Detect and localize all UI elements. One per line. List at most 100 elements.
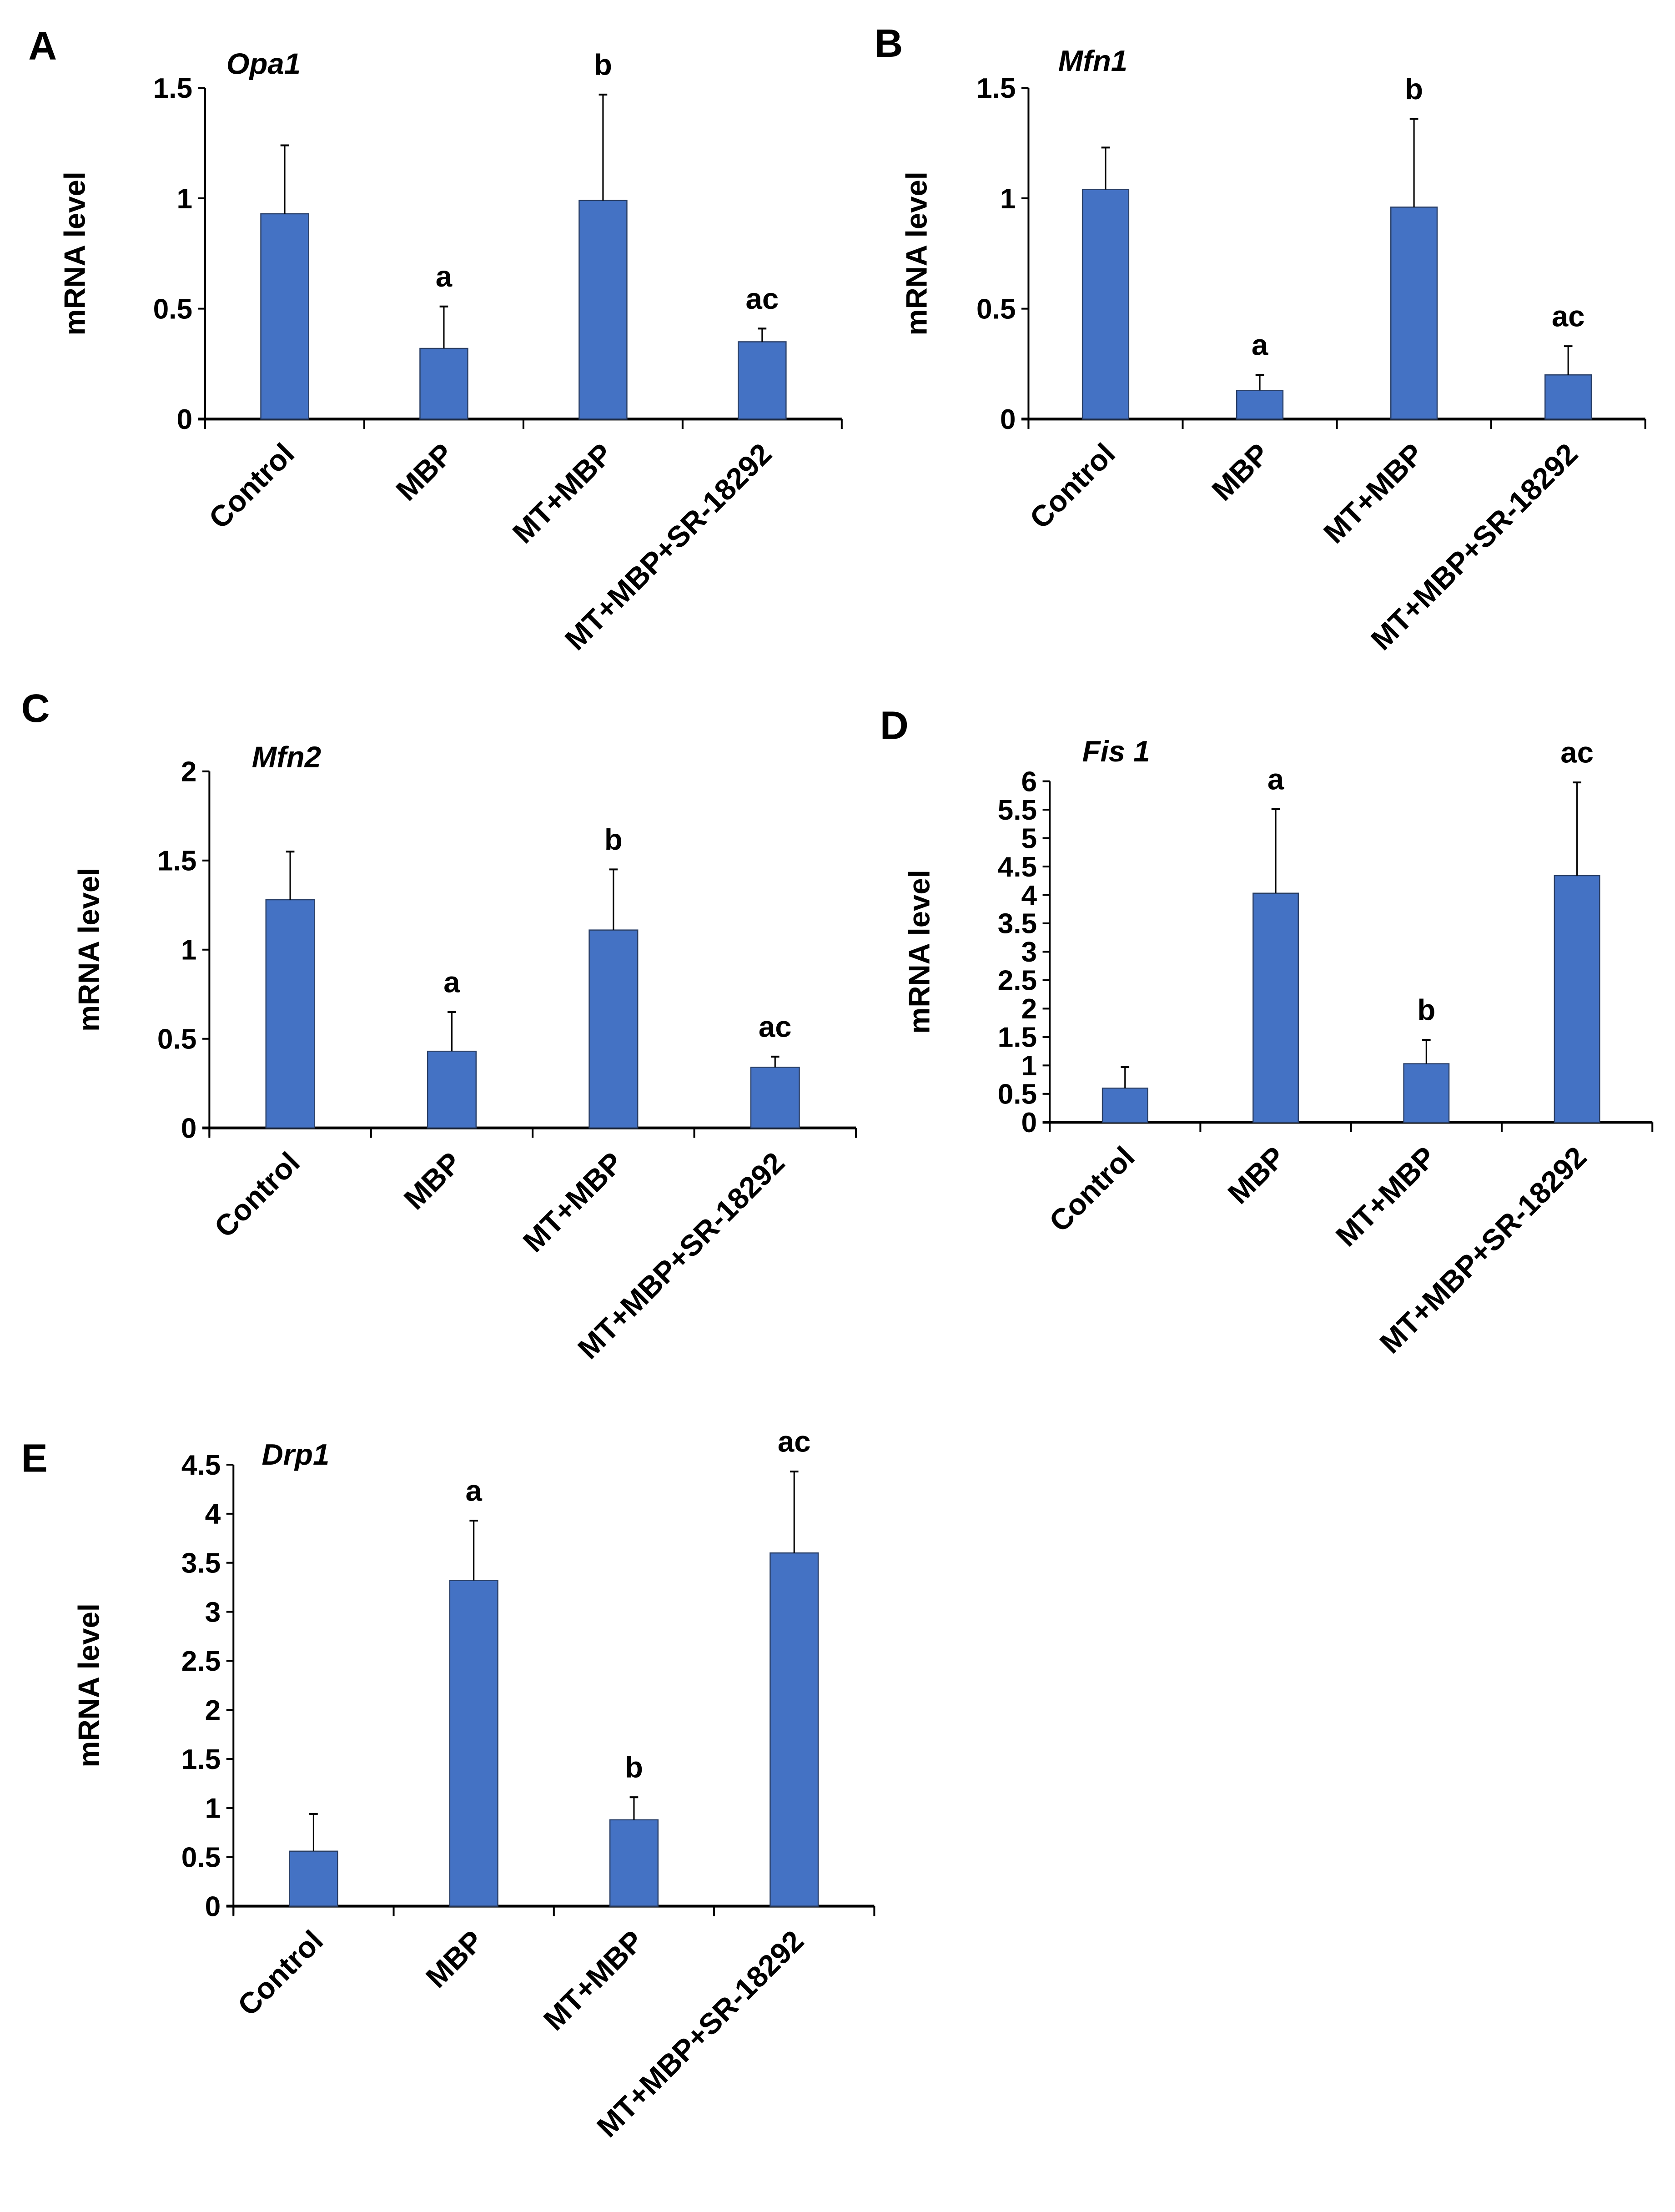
significance-label: ac xyxy=(778,1425,811,1458)
y-tick-label: 1 xyxy=(1000,183,1016,215)
y-tick-label: 0.5 xyxy=(998,1079,1037,1110)
y-tick-label: 0.5 xyxy=(153,293,192,325)
significance-label: ac xyxy=(759,1010,792,1043)
y-tick-label: 0 xyxy=(176,404,192,435)
bar-control xyxy=(1102,1088,1148,1123)
bar-control xyxy=(260,213,309,420)
bar-mt-mbp xyxy=(1390,207,1438,420)
y-tick-label: 1.5 xyxy=(153,73,192,104)
x-tick-label: MBP xyxy=(397,1146,468,1216)
y-tick-label: 0 xyxy=(181,1113,197,1144)
bar-mt-mbp-sr-18292 xyxy=(1544,374,1592,420)
bar-mt-mbp xyxy=(609,1819,659,1907)
x-tick-label: Control xyxy=(1023,437,1122,535)
bar-mt-mbp xyxy=(578,200,628,420)
significance-label: b xyxy=(604,823,623,856)
chart-title: Opa1 xyxy=(226,47,301,80)
y-tick-label: 0 xyxy=(205,1891,221,1922)
y-tick-label: 1 xyxy=(181,935,197,966)
panel-label: B xyxy=(874,21,903,66)
y-axis-label: mRNA level xyxy=(903,870,936,1034)
significance-label: ac xyxy=(746,282,779,315)
y-tick-label: 2.5 xyxy=(181,1646,221,1677)
panel-B: B Mfn1 mRNA level 0 0.5 1 1.5 Control a MBP b MT+MB… xyxy=(874,21,1646,656)
y-tick-label: 4.5 xyxy=(181,1450,221,1481)
y-tick-label: 3 xyxy=(205,1597,221,1628)
y-tick-label: 0.5 xyxy=(157,1024,196,1055)
y-tick-label: 5.5 xyxy=(998,795,1037,826)
bar-mbp xyxy=(1236,389,1284,420)
panel-E: E Drp1 mRNA level 0 0.5 1 1.5 2 2.5 3 3.5 4 4.5 Contr… xyxy=(21,1425,875,2144)
x-tick-label: MBP xyxy=(419,1924,489,1994)
significance-label: b xyxy=(1417,993,1435,1027)
y-tick-label: 1.5 xyxy=(976,73,1016,104)
significance-label: a xyxy=(436,260,453,293)
y-tick-label: 2 xyxy=(205,1695,221,1726)
y-tick-label: 0 xyxy=(1000,404,1016,435)
y-tick-label: 0.5 xyxy=(181,1842,221,1874)
x-tick-label: MBP xyxy=(1222,1140,1292,1210)
bar-mt-mbp xyxy=(589,929,639,1129)
y-tick-label: 1 xyxy=(176,183,192,215)
x-tick-label: MT+MBP xyxy=(1317,437,1430,549)
y-tick-label: 1.5 xyxy=(998,1022,1037,1053)
panel-label: E xyxy=(21,1436,48,1481)
bar-control xyxy=(265,899,315,1129)
bar-mbp xyxy=(1252,892,1299,1123)
x-tick-label: Control xyxy=(202,437,301,535)
panel-label: D xyxy=(880,703,909,747)
y-axis-label: mRNA level xyxy=(72,1603,106,1768)
x-tick-label: Control xyxy=(208,1146,306,1244)
y-tick-label: 4 xyxy=(1021,880,1037,911)
y-tick-label: 2 xyxy=(181,756,197,788)
y-axis-label: mRNA level xyxy=(58,171,91,336)
bar-control xyxy=(1081,189,1130,420)
significance-label: a xyxy=(1252,328,1268,362)
bar-mt-mbp-sr-18292 xyxy=(1554,875,1600,1123)
significance-label: b xyxy=(594,48,612,81)
significance-label: a xyxy=(1268,762,1284,796)
x-tick-label: MBP xyxy=(1206,437,1276,507)
y-tick-label: 1.5 xyxy=(157,846,196,877)
bar-mt-mbp-sr-18292 xyxy=(770,1552,819,1907)
y-tick-label: 4.5 xyxy=(998,852,1037,883)
y-tick-label: 6 xyxy=(1021,766,1037,797)
bar-mt-mbp-sr-18292 xyxy=(750,1067,800,1129)
y-tick-label: 2.5 xyxy=(998,965,1037,997)
panel-label: A xyxy=(28,24,57,68)
bar-mbp xyxy=(419,348,468,420)
chart-title: Mfn2 xyxy=(252,741,321,774)
y-tick-label: 1 xyxy=(1021,1050,1037,1082)
significance-label: b xyxy=(1405,72,1423,106)
significance-label: a xyxy=(466,1474,483,1507)
y-tick-label: 0.5 xyxy=(976,293,1016,325)
significance-label: b xyxy=(625,1751,643,1784)
x-tick-label: MT+MBP xyxy=(537,1924,650,2037)
x-tick-label: MBP xyxy=(389,437,459,507)
panel-C: C Mfn2 mRNA level 0 0.5 1 1.5 2 Control a MBP b MT+M… xyxy=(21,686,857,1365)
y-tick-label: 3.5 xyxy=(998,908,1037,940)
x-tick-label: MT+MBP xyxy=(1329,1140,1442,1253)
y-axis-label: mRNA level xyxy=(72,867,106,1032)
y-tick-label: 1.5 xyxy=(181,1744,221,1775)
y-tick-label: 1 xyxy=(205,1793,221,1824)
bar-control xyxy=(289,1850,338,1907)
bar-mt-mbp xyxy=(1403,1063,1450,1123)
chart-title: Drp1 xyxy=(262,1438,329,1471)
significance-label: ac xyxy=(1560,736,1594,769)
chart-title: Mfn1 xyxy=(1058,44,1127,77)
bar-mt-mbp-sr-18292 xyxy=(738,341,787,420)
x-tick-label: MT+MBP xyxy=(517,1146,629,1259)
y-axis-label: mRNA level xyxy=(900,171,933,336)
significance-label: ac xyxy=(1552,300,1585,333)
significance-label: a xyxy=(443,965,460,998)
y-tick-label: 4 xyxy=(205,1499,221,1530)
y-tick-label: 0 xyxy=(1021,1107,1037,1139)
panel-D: D Fis 1 mRNA level 00.511.522.533.544.555.5… xyxy=(880,703,1654,1360)
x-tick-label: Control xyxy=(1043,1140,1141,1238)
chart-title: Fis 1 xyxy=(1082,735,1150,768)
y-tick-label: 3.5 xyxy=(181,1547,221,1579)
bar-mbp xyxy=(427,1050,477,1129)
y-tick-label: 5 xyxy=(1021,823,1037,854)
